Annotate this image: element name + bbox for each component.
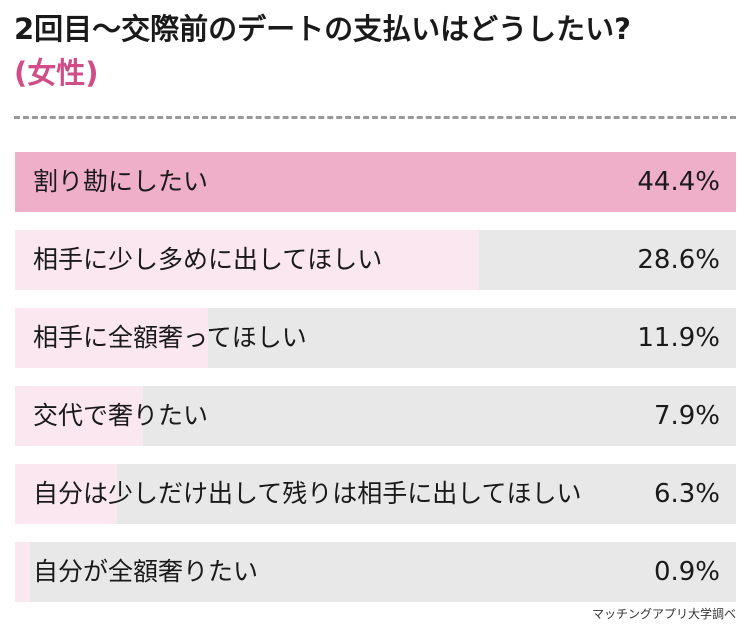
value-label: 11.9% — [637, 323, 720, 353]
bar-fill — [15, 152, 736, 212]
category-label: 相手に全額奢ってほしい — [33, 323, 307, 352]
value-label: 0.9% — [653, 557, 720, 587]
category-label: 交代で奢りたい — [33, 401, 209, 430]
chart-title: 2回目〜交際前のデートの支払いはどうしたい? — [14, 12, 632, 46]
bar-fill — [15, 308, 209, 368]
bar-fill — [15, 464, 118, 524]
category-label: 割り勘にしたい — [33, 167, 209, 196]
value-label: 28.6% — [637, 245, 720, 275]
bar-fill — [15, 386, 144, 446]
value-label: 7.9% — [653, 401, 720, 431]
bar-row: 相手に全額奢ってほしい 11.9% — [15, 308, 736, 368]
bar-fill — [15, 230, 480, 290]
dashed-divider — [14, 116, 736, 119]
bar-chart: 割り勘にしたい 44.4% 相手に少し多めに出してほしい 28.6% 相手に全額… — [15, 152, 736, 620]
category-label: 自分が全額奢りたい — [33, 557, 259, 586]
value-label: 6.3% — [653, 479, 720, 509]
bar-row: 自分は少しだけ出して残りは相手に出してほしい 6.3% — [15, 464, 736, 524]
bar-row: 交代で奢りたい 7.9% — [15, 386, 736, 446]
source-note: マッチングアプリ大学調べ — [591, 607, 736, 621]
category-label: 自分は少しだけ出して残りは相手に出してほしい — [33, 479, 582, 508]
bar-fill — [15, 542, 30, 602]
bar-row: 自分が全額奢りたい 0.9% — [15, 542, 736, 602]
category-label: 相手に少し多めに出してほしい — [33, 245, 383, 274]
bar-row: 割り勘にしたい 44.4% — [15, 152, 736, 212]
bar-row: 相手に少し多めに出してほしい 28.6% — [15, 230, 736, 290]
value-label: 44.4% — [637, 167, 720, 197]
chart-subtitle: (女性) — [14, 56, 99, 90]
